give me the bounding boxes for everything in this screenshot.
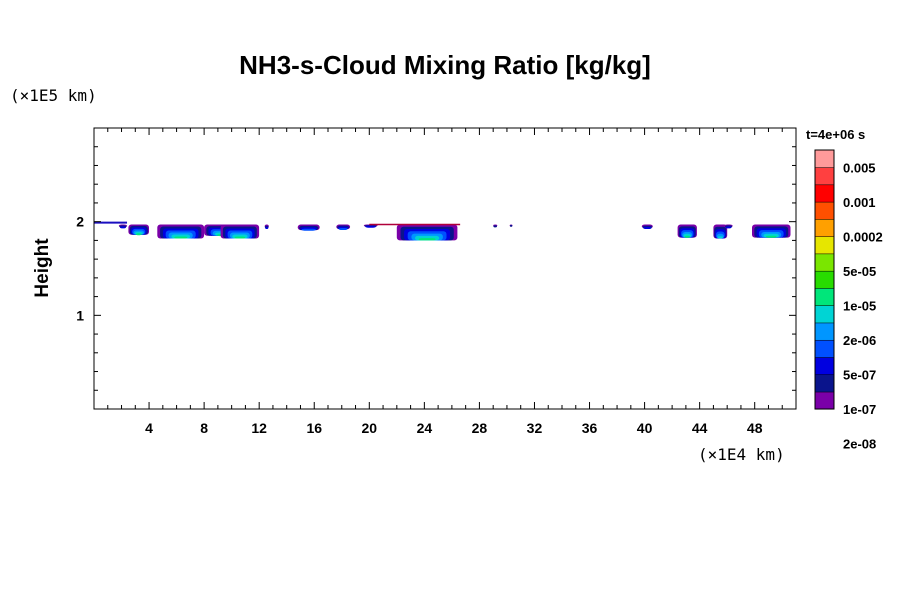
x-tick-label: 28 [472, 420, 488, 436]
colorbar-label: 1e-07 [843, 402, 876, 417]
x-unit-label: (×1E4 km) [698, 445, 785, 464]
cloud-blob [509, 224, 513, 227]
cloud-level-1 [509, 224, 513, 227]
x-tick-label: 24 [417, 420, 433, 436]
colorbar-swatch [814, 391, 835, 410]
colorbar-swatch [814, 201, 835, 220]
colorbar-swatch [814, 322, 835, 341]
cloud-blob [752, 224, 791, 238]
cloud-blob [118, 224, 128, 229]
colorbar-label: 2e-08 [843, 437, 876, 452]
colorbar-label: 5e-07 [843, 368, 876, 383]
x-tick-label: 44 [692, 420, 708, 436]
colorbar-swatch [814, 270, 835, 289]
colorbar-swatch [814, 218, 835, 237]
colorbar: 0.005 0.001 0.0002 5e-05 1e-05 2e-06 5e-07 1e-0… [814, 149, 883, 452]
cloud-blob [677, 224, 697, 238]
cloud-level-2 [265, 227, 269, 229]
colorbar-swatch [814, 184, 835, 203]
x-tick-label: 12 [251, 420, 267, 436]
colorbar-swatch [814, 253, 835, 272]
cloud-level-5 [717, 236, 723, 239]
cloud-level-6 [684, 235, 690, 238]
cloud-blob [493, 224, 498, 228]
x-tick-label: 16 [306, 420, 322, 436]
y-axis-label: Height [32, 238, 53, 298]
x-tick-label: 4 [145, 420, 153, 436]
cloud-blob [336, 224, 351, 230]
cloud-blob [297, 224, 320, 231]
cloud-level-6 [174, 236, 188, 239]
colorbar-swatch [814, 236, 835, 255]
cloud-level-2 [365, 225, 376, 228]
plot-frame [93, 127, 797, 410]
cloud-level-6 [765, 235, 777, 238]
time-label: t=4e+06 s [806, 127, 865, 142]
cloud-level-2 [119, 226, 127, 229]
colorbar-swatch [814, 339, 835, 358]
colorbar-label: 1e-05 [843, 298, 876, 313]
y-tick-label: 2 [76, 214, 84, 230]
cloud-blob [713, 224, 728, 239]
cloud-blob [641, 224, 653, 229]
y-unit-label: (×1E5 km) [10, 86, 97, 105]
x-tick-label: 36 [582, 420, 598, 436]
x-tick-label: 32 [527, 420, 543, 436]
x-tick-label: 20 [362, 420, 378, 436]
cloud-level-1 [493, 225, 497, 228]
colorbar-swatch [814, 287, 835, 306]
cloud-level-3 [301, 228, 316, 231]
plot-area [94, 221, 791, 241]
cloud-blob [724, 224, 733, 229]
x-tick-label: 8 [200, 420, 208, 436]
colorbar-label: 0.001 [843, 195, 876, 210]
cloud-level-2 [643, 227, 652, 229]
cloud-blob [157, 224, 205, 239]
colorbar-label: 0.005 [843, 160, 876, 175]
cloud-blob [128, 224, 149, 236]
x-tick-label: 40 [637, 420, 653, 436]
chart-title: NH3-s-Cloud Mixing Ratio [kg/kg] [239, 50, 651, 80]
cloud-level-6 [135, 233, 142, 236]
colorbar-swatch [814, 305, 835, 324]
colorbar-frame [814, 149, 835, 410]
cloud-blob [264, 224, 269, 229]
colorbar-swatch [814, 167, 835, 186]
cloud-level-2 [725, 226, 732, 229]
cloud-level-6 [234, 236, 246, 239]
x-tick-label: 48 [747, 420, 763, 436]
colorbar-label: 5e-05 [843, 264, 876, 279]
cloud-blob [396, 224, 458, 241]
colorbar-swatch [814, 356, 835, 376]
y-tick-label: 1 [76, 307, 84, 323]
colorbar-swatch [814, 149, 835, 168]
colorbar-swatch [814, 374, 835, 393]
cloud-level-6 [418, 238, 436, 241]
cloud-level-3 [338, 228, 348, 230]
colorbar-label: 2e-06 [843, 333, 876, 348]
cloud-blob [220, 224, 260, 239]
colorbar-label: 0.0002 [843, 229, 883, 244]
